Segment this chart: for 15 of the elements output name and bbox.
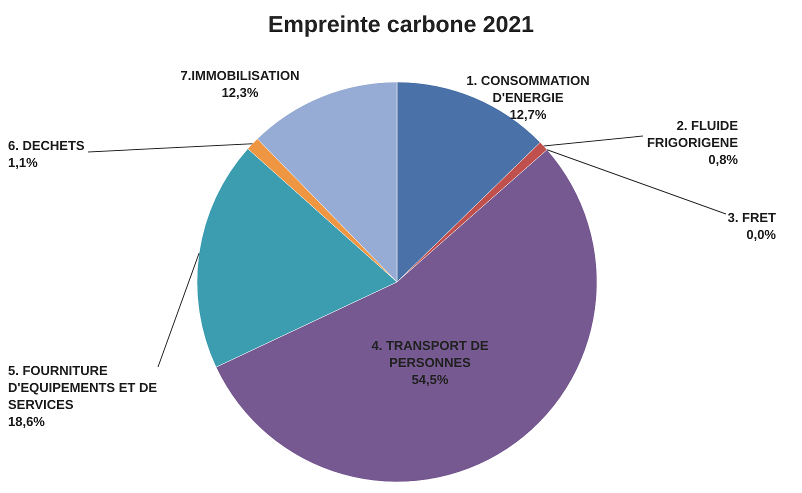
slice-label: 6. DECHETS <box>8 138 85 153</box>
category-label: 3. FRET <box>728 210 776 225</box>
slice-label: 2. FLUIDE FRIGORIGENE <box>646 118 738 150</box>
data-label: 12,3% <box>222 85 259 100</box>
text: 0,0% <box>746 227 776 242</box>
data-label: 12,7% <box>510 107 547 122</box>
data-label: 0,8% <box>708 152 738 167</box>
slice-label: 5. FOURNITURE D'EQUIPEMENTS ET DE SERVICES <box>8 363 158 412</box>
data-label: 18,6% <box>8 414 46 429</box>
data-label: 54,5% <box>412 372 449 387</box>
data-label: 1,1% <box>8 155 38 170</box>
slice-label: 1. CONSOMMATION D'ENERGIE <box>466 73 590 105</box>
slice-label: 7.IMMOBILISATION <box>180 68 300 83</box>
chart-title: Empreinte carbone 2021 <box>268 11 534 37</box>
slice-label: 4. TRANSPORT DE PERSONNES <box>371 338 489 370</box>
